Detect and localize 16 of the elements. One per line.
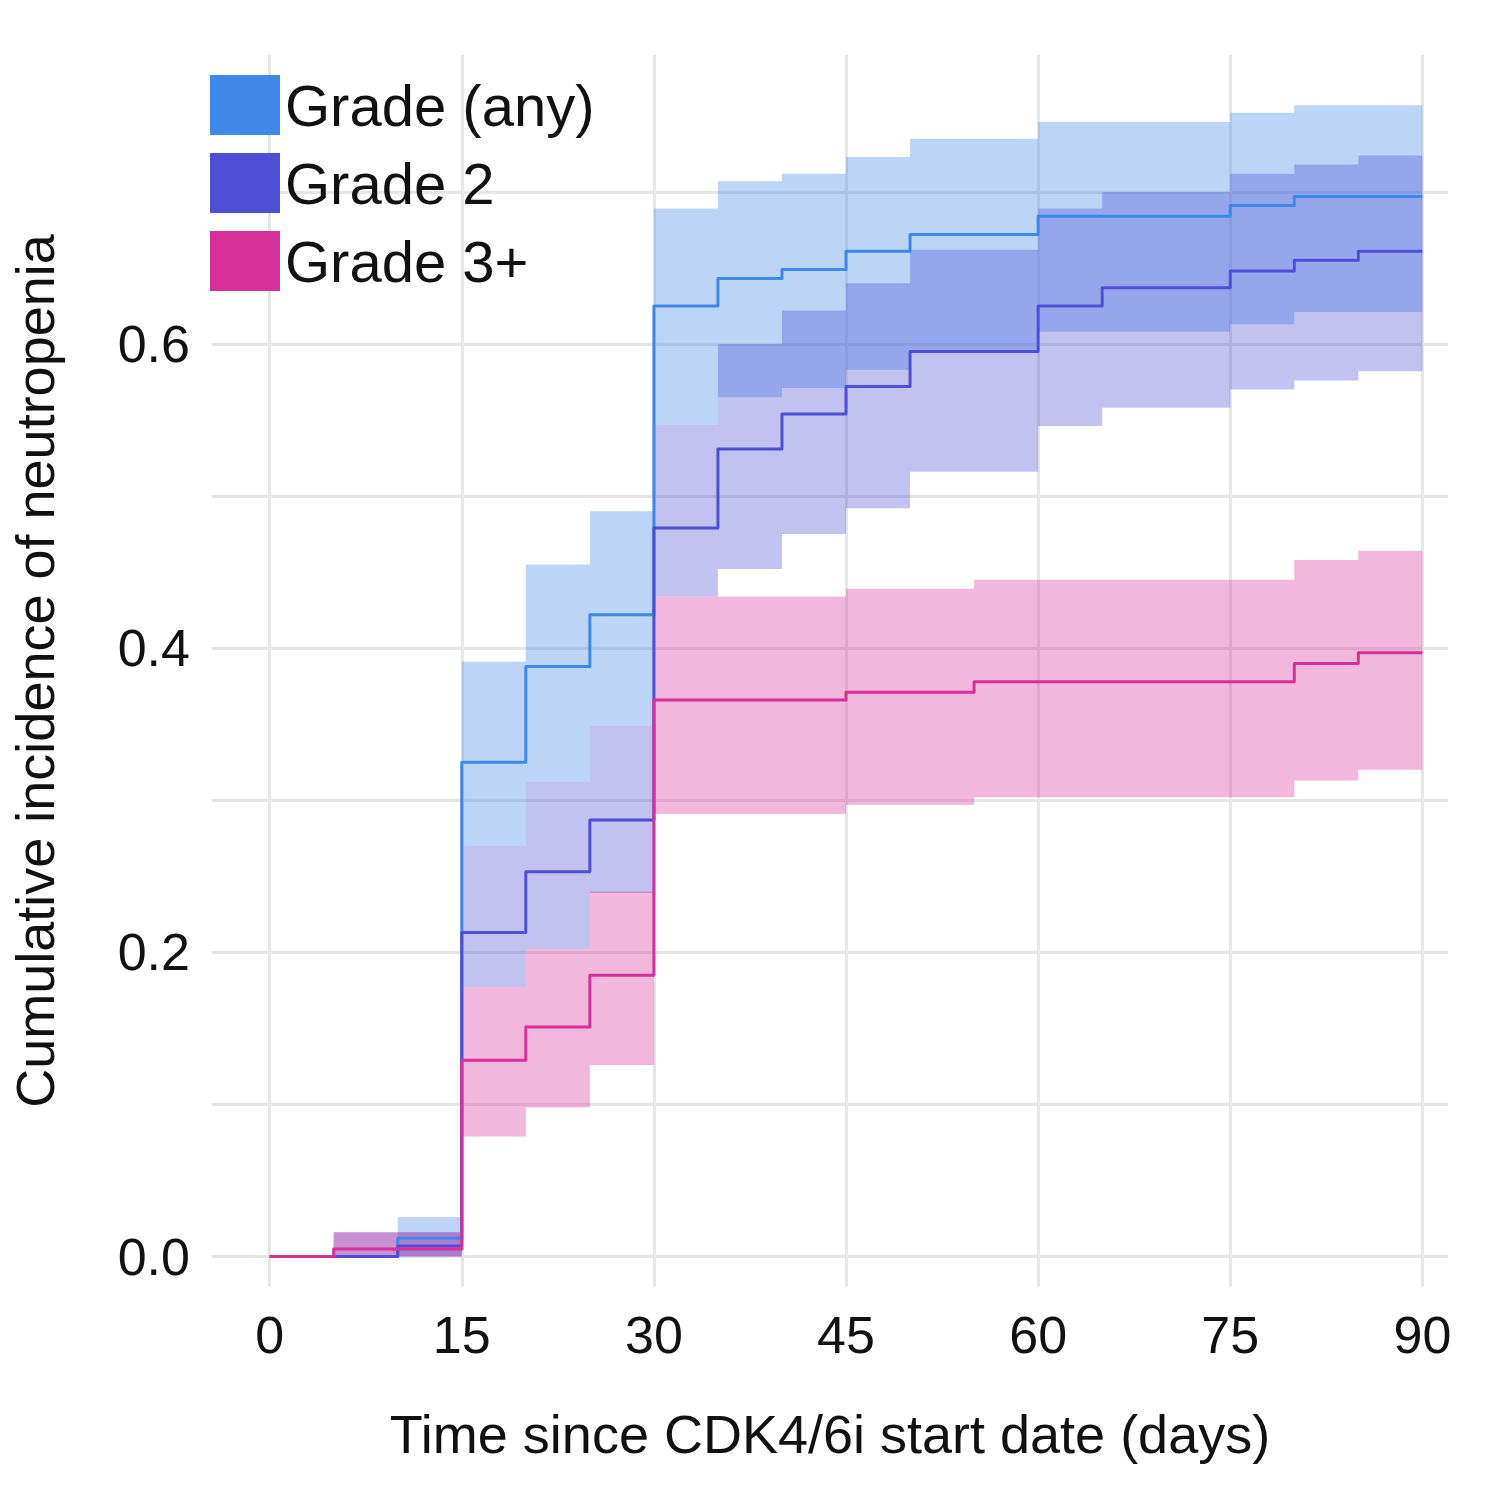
x-tick-label: 90 (1393, 1306, 1452, 1364)
x-axis-title: Time since CDK4/6i start date (days) (389, 1404, 1271, 1464)
x-tick-label: 30 (624, 1306, 683, 1364)
legend-label: Grade 2 (285, 150, 495, 216)
x-tick-label: 60 (1009, 1306, 1068, 1364)
y-tick-label: 0.0 (117, 1227, 190, 1286)
y-tick-label: 0.6 (117, 314, 190, 373)
x-tick-label: 45 (817, 1306, 875, 1364)
y-axis-title: Cumulative incidence of neutropenia (5, 233, 65, 1108)
y-tick-label: 0.2 (117, 923, 190, 982)
legend-label: Grade 3+ (285, 228, 529, 294)
y-tick-label: 0.4 (117, 619, 190, 678)
x-tick-label: 15 (432, 1306, 491, 1364)
legend-label: Grade (any) (285, 72, 595, 138)
x-tick-label: 0 (255, 1306, 285, 1364)
x-tick-label: 75 (1201, 1306, 1260, 1364)
